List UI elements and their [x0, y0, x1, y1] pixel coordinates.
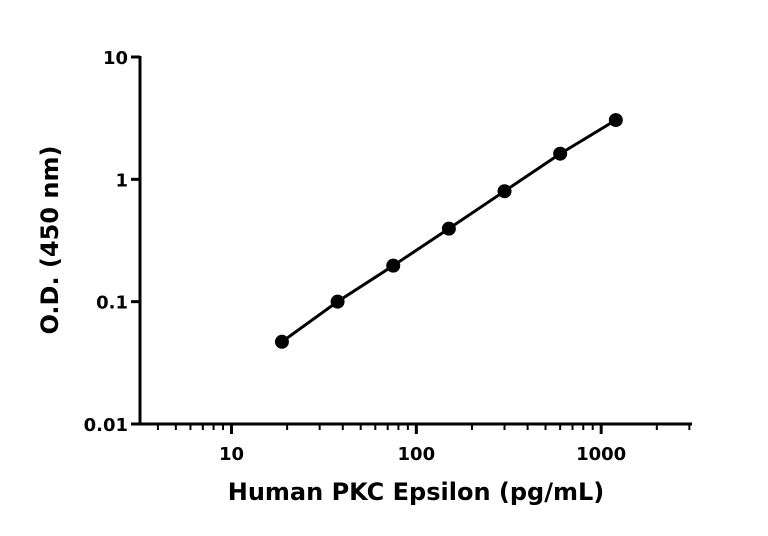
y-tick-label: 1 — [115, 170, 128, 191]
data-point — [330, 294, 345, 309]
y-axis-title: O.D. (450 nm) — [36, 146, 64, 335]
data-point — [553, 146, 568, 161]
x-tick-label: 100 — [398, 444, 436, 465]
data-point — [608, 113, 623, 128]
data-point — [497, 184, 512, 199]
y-tick-label: 10 — [103, 48, 128, 69]
data-point — [386, 258, 401, 273]
y-tick-label: 0.1 — [96, 293, 128, 314]
x-axis-title: Human PKC Epsilon (pg/mL) — [228, 478, 605, 506]
data-point — [441, 221, 456, 236]
x-tick-label: 10 — [219, 444, 244, 465]
x-tick-label: 1000 — [576, 444, 626, 465]
y-tick-label: 0.01 — [84, 415, 128, 436]
data-point — [274, 334, 289, 349]
